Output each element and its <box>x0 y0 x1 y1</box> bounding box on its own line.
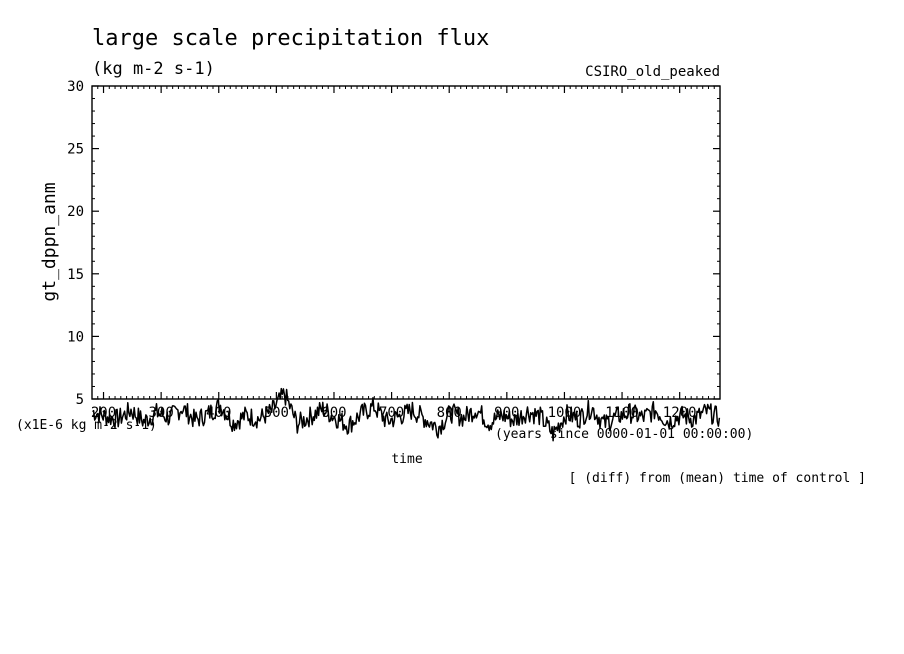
plot-frame <box>91 85 721 400</box>
x-axis-label: time <box>391 452 422 467</box>
x-axis: 200 300 400 500 600 700 800 900 1000 1100 1200 <box>91 86 715 421</box>
y-tick-label: 30 <box>67 79 84 95</box>
x-tick-label: 1200 <box>663 405 697 421</box>
x-title-note: (years since 0000-01-01 00:00:00) <box>495 427 753 442</box>
dataset-label: CSIRO_old_peaked <box>585 64 720 80</box>
x-tick-label: 1100 <box>605 405 639 421</box>
x-tick-label: 900 <box>494 405 519 421</box>
x-tick-label: 300 <box>148 405 173 421</box>
footnote: [ (diff) from (mean) time of control ] <box>569 471 866 486</box>
x-tick-label: 500 <box>264 405 289 421</box>
x-tick-label: 200 <box>91 405 116 421</box>
x-tick-label: 1000 <box>548 405 582 421</box>
y-axis: 5 10 15 20 25 30 <box>67 79 720 408</box>
chart-title: large scale precipitation flux <box>92 26 489 51</box>
y-axis-label: gt_dppn_anm <box>39 182 60 301</box>
y-tick-label: 15 <box>67 267 84 283</box>
y-unit-note: (x1E-6 kg m-2 s-1) <box>16 418 157 433</box>
x-tick-label: 600 <box>321 405 346 421</box>
x-tick-label: 400 <box>206 405 231 421</box>
chart-subtitle: (kg m-2 s-1) <box>92 59 215 79</box>
y-tick-label: 5 <box>76 392 84 408</box>
x-tick-label: 800 <box>437 405 462 421</box>
y-tick-label: 20 <box>67 204 84 220</box>
y-tick-label: 25 <box>67 142 84 158</box>
x-tick-label: 700 <box>379 405 404 421</box>
y-tick-label: 10 <box>67 329 84 345</box>
series-line <box>92 387 721 442</box>
series-layer <box>92 387 721 442</box>
